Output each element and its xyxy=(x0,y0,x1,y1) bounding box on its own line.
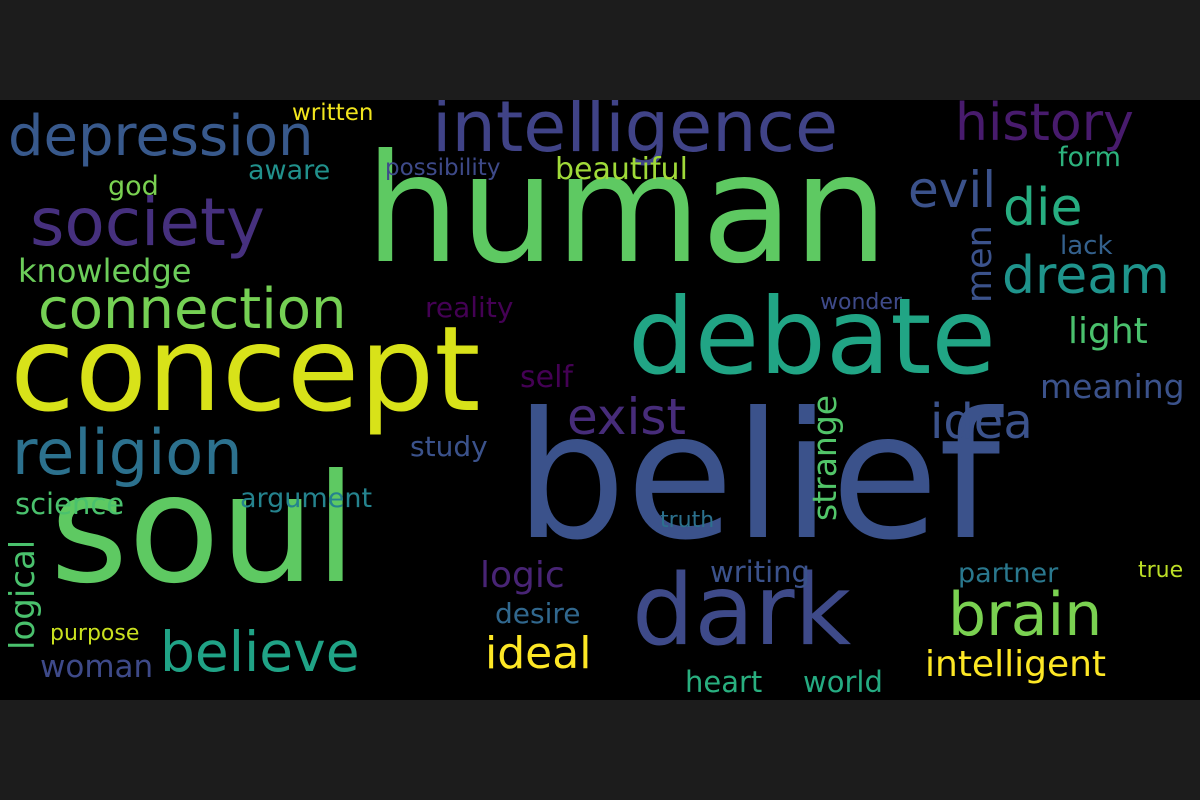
word-cloud: human belief soul concept debate dark intellig… xyxy=(0,100,1200,700)
cloud-word: logic xyxy=(480,555,565,596)
cloud-word: dream xyxy=(1002,246,1170,306)
cloud-word: believe xyxy=(160,620,360,684)
cloud-word: idea xyxy=(930,394,1033,450)
cloud-word: concept xyxy=(10,300,481,438)
cloud-word: logical xyxy=(3,539,43,650)
cloud-word: human xyxy=(365,123,889,297)
cloud-word: strange xyxy=(805,394,844,521)
cloud-word: heart xyxy=(685,665,763,699)
cloud-word: meaning xyxy=(1040,367,1185,406)
cloud-word: dark xyxy=(632,554,852,668)
cloud-word: wonder xyxy=(820,290,902,315)
cloud-word: reality xyxy=(425,291,514,324)
cloud-word: woman xyxy=(40,649,154,685)
cloud-word: history xyxy=(955,100,1134,153)
cloud-word: self xyxy=(520,360,573,395)
cloud-word: beautiful xyxy=(555,152,688,187)
cloud-word: written xyxy=(292,100,374,126)
cloud-word: die xyxy=(1003,178,1083,238)
cloud-word: purpose xyxy=(50,621,140,646)
cloud-word: brain xyxy=(948,580,1103,650)
cloud-word: argument xyxy=(240,483,373,514)
cloud-word: study xyxy=(410,430,488,463)
cloud-word: ideal xyxy=(485,628,592,679)
cloud-word: intelligence xyxy=(432,100,839,168)
cloud-word: partner xyxy=(958,558,1059,589)
cloud-word: lack xyxy=(1060,231,1113,261)
cloud-word: men xyxy=(960,225,1000,303)
cloud-word: society xyxy=(30,184,265,261)
cloud-word: evil xyxy=(908,161,997,219)
cloud-word: possibility xyxy=(385,155,501,181)
cloud-word: intelligent xyxy=(925,644,1107,685)
cloud-word: connection xyxy=(38,277,347,342)
cloud-word: religion xyxy=(12,416,243,489)
cloud-word: exist xyxy=(567,388,687,446)
cloud-word: soul xyxy=(50,443,357,617)
cloud-word: depression xyxy=(8,104,314,169)
cloud-word: science xyxy=(15,487,125,521)
cloud-word: aware xyxy=(248,155,331,186)
cloud-word: god xyxy=(108,171,159,202)
cloud-word: debate xyxy=(628,276,997,398)
cloud-word: world xyxy=(803,665,883,699)
cloud-word: truth xyxy=(660,508,715,533)
cloud-word: desire xyxy=(495,597,581,630)
cloud-word: belief xyxy=(515,376,1001,579)
cloud-word: writing xyxy=(710,555,810,589)
cloud-word: knowledge xyxy=(18,252,192,290)
cloud-word: light xyxy=(1068,311,1148,352)
cloud-word: form xyxy=(1058,142,1121,173)
cloud-word: true xyxy=(1138,558,1184,583)
